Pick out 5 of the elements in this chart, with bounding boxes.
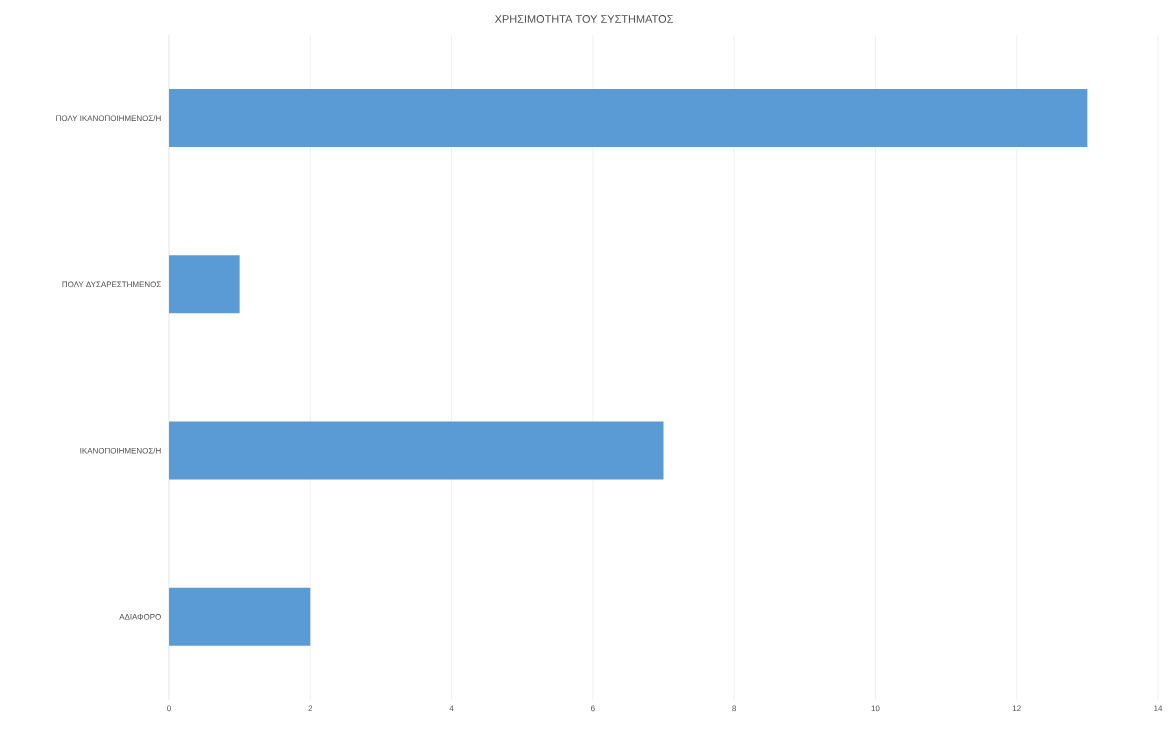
bar: [169, 89, 1088, 148]
bar: [169, 421, 664, 480]
bar: [169, 255, 240, 314]
bar: [169, 587, 311, 646]
chart-title: ΧΡΗΣΙΜΟΤΗΤΑ ΤΟΥ ΣΥΣΤΗΜΑΤΟΣ: [494, 15, 673, 23]
